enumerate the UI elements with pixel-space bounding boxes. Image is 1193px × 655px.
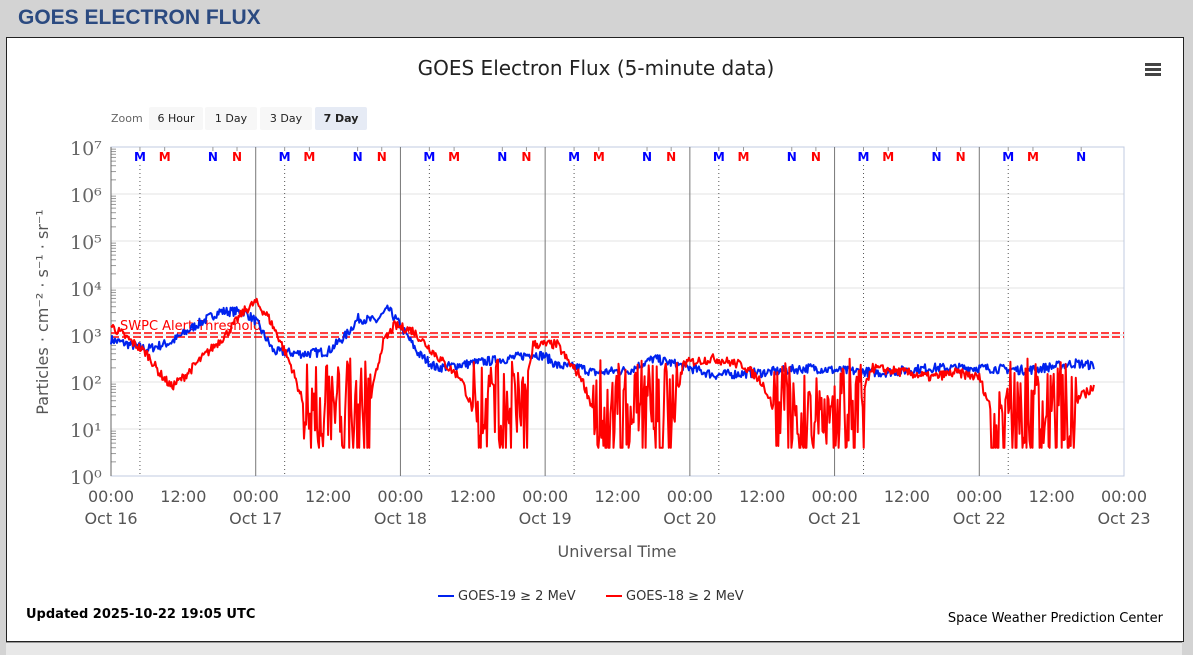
x-tick-time: 12:00 bbox=[450, 487, 496, 506]
y-tick-label: 10³ bbox=[70, 326, 102, 348]
x-tick-date: Oct 22 bbox=[953, 509, 1006, 528]
y-tick-label: 10⁶ bbox=[70, 185, 102, 207]
marker-N: N bbox=[811, 150, 821, 164]
marker-M: M bbox=[134, 150, 146, 164]
x-tick-time: 00:00 bbox=[233, 487, 279, 506]
svg-text:7 Day: 7 Day bbox=[324, 112, 359, 125]
x-tick-date: Oct 21 bbox=[808, 509, 861, 528]
x-tick-time: 00:00 bbox=[812, 487, 858, 506]
x-tick-date: Oct 20 bbox=[663, 509, 716, 528]
y-tick-label: 10⁷ bbox=[70, 138, 102, 160]
marker-M: M bbox=[858, 150, 870, 164]
hamburger-menu-icon[interactable] bbox=[1145, 63, 1161, 76]
marker-N: N bbox=[642, 150, 652, 164]
x-tick-time: 12:00 bbox=[739, 487, 785, 506]
zoom-label: Zoom bbox=[111, 112, 143, 125]
marker-M: M bbox=[423, 150, 435, 164]
marker-M: M bbox=[568, 150, 580, 164]
x-axis-title: Universal Time bbox=[557, 542, 676, 561]
zoom-button-6-hour[interactable]: 6 Hour bbox=[149, 107, 203, 130]
y-tick-label: 10⁴ bbox=[70, 279, 102, 301]
legend-item[interactable]: GOES-19 ≥ 2 MeV bbox=[438, 589, 576, 604]
marker-M: M bbox=[448, 150, 460, 164]
y-tick-label: 10⁰ bbox=[70, 467, 102, 489]
marker-M: M bbox=[1002, 150, 1014, 164]
svg-text:GOES-19 ≥ 2 MeV: GOES-19 ≥ 2 MeV bbox=[458, 589, 576, 604]
marker-N: N bbox=[377, 150, 387, 164]
x-tick-date: Oct 19 bbox=[519, 509, 572, 528]
marker-N: N bbox=[666, 150, 676, 164]
x-tick-time: 12:00 bbox=[594, 487, 640, 506]
x-tick-date: Oct 23 bbox=[1097, 509, 1150, 528]
marker-N: N bbox=[1076, 150, 1086, 164]
series-line-goes19 bbox=[110, 304, 1095, 380]
y-tick-label: 10¹ bbox=[70, 420, 102, 442]
zoom-button-7-day[interactable]: 7 Day bbox=[315, 107, 367, 130]
chart-panel bbox=[6, 37, 1184, 642]
y-tick-label: 10⁵ bbox=[70, 232, 102, 254]
x-tick-time: 00:00 bbox=[377, 487, 423, 506]
legend-item[interactable]: GOES-18 ≥ 2 MeV bbox=[606, 589, 744, 604]
x-tick-date: Oct 18 bbox=[374, 509, 427, 528]
svg-text:1 Day: 1 Day bbox=[215, 112, 248, 125]
marker-M: M bbox=[713, 150, 725, 164]
updated-timestamp: Updated 2025-10-22 19:05 UTC bbox=[26, 607, 255, 622]
page-title: GOES ELECTRON FLUX bbox=[18, 6, 261, 29]
x-tick-date: Oct 16 bbox=[84, 509, 137, 528]
marker-M: M bbox=[593, 150, 605, 164]
x-tick-time: 12:00 bbox=[305, 487, 351, 506]
marker-N: N bbox=[497, 150, 507, 164]
x-tick-time: 00:00 bbox=[667, 487, 713, 506]
svg-text:3 Day: 3 Day bbox=[270, 112, 303, 125]
x-tick-time: 00:00 bbox=[88, 487, 134, 506]
marker-N: N bbox=[208, 150, 218, 164]
marker-M: M bbox=[882, 150, 894, 164]
marker-M: M bbox=[1027, 150, 1039, 164]
marker-N: N bbox=[232, 150, 242, 164]
x-tick-time: 00:00 bbox=[956, 487, 1002, 506]
y-axis-title: Particles · cm⁻² · s⁻¹ · sr⁻¹ bbox=[33, 209, 52, 414]
x-tick-date: Oct 17 bbox=[229, 509, 282, 528]
marker-M: M bbox=[738, 150, 750, 164]
marker-N: N bbox=[787, 150, 797, 164]
x-tick-time: 12:00 bbox=[160, 487, 206, 506]
x-tick-time: 12:00 bbox=[1029, 487, 1075, 506]
marker-N: N bbox=[956, 150, 966, 164]
marker-N: N bbox=[353, 150, 363, 164]
marker-M: M bbox=[303, 150, 315, 164]
series-line-goes18 bbox=[110, 297, 1095, 449]
svg-text:GOES-18 ≥ 2 MeV: GOES-18 ≥ 2 MeV bbox=[626, 589, 744, 604]
x-tick-time: 00:00 bbox=[522, 487, 568, 506]
credit-label: Space Weather Prediction Center bbox=[948, 611, 1164, 626]
svg-text:6 Hour: 6 Hour bbox=[158, 112, 195, 125]
zoom-button-1-day[interactable]: 1 Day bbox=[205, 107, 257, 130]
zoom-button-3-day[interactable]: 3 Day bbox=[260, 107, 312, 130]
marker-N: N bbox=[521, 150, 531, 164]
marker-M: M bbox=[159, 150, 171, 164]
marker-M: M bbox=[279, 150, 291, 164]
marker-N: N bbox=[931, 150, 941, 164]
x-tick-time: 00:00 bbox=[1101, 487, 1147, 506]
x-tick-time: 12:00 bbox=[884, 487, 930, 506]
y-tick-label: 10² bbox=[70, 373, 102, 395]
chart-title: GOES Electron Flux (5-minute data) bbox=[418, 56, 775, 80]
